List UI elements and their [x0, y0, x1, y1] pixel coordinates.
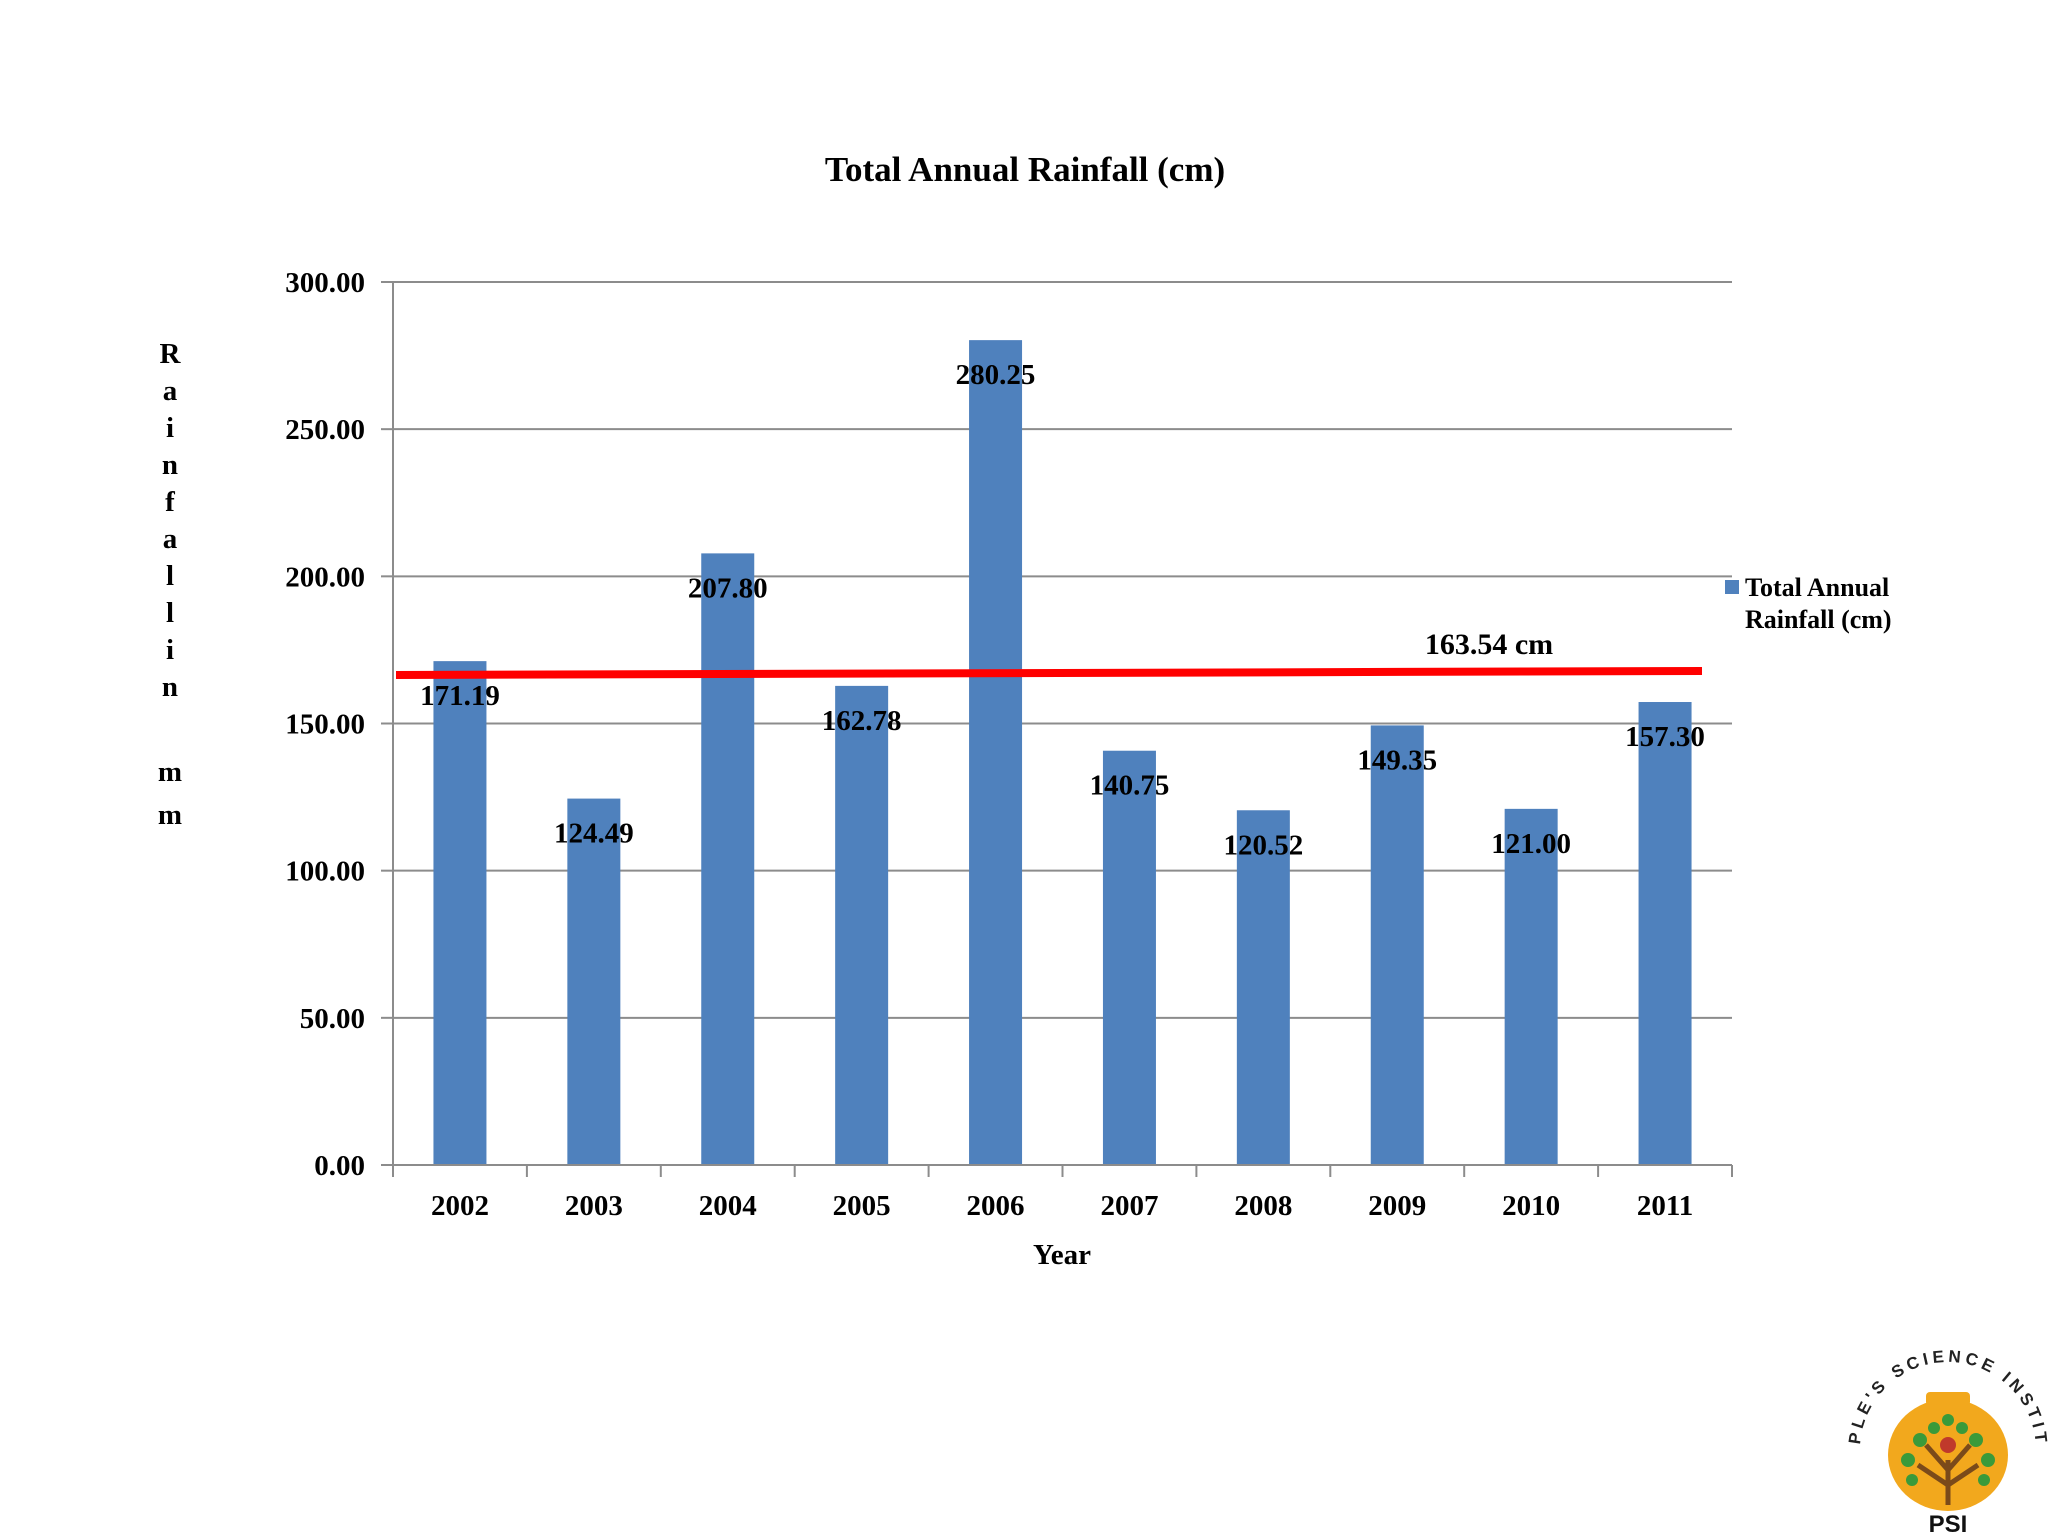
- average-line-group: 163.54 cm: [395, 628, 1703, 679]
- x-tick-label: 2006: [967, 1190, 1025, 1222]
- y-axis-label-char: R: [160, 338, 182, 370]
- svg-text:Total Annual: Total Annual: [1745, 573, 1889, 602]
- data-label: 149.35: [1357, 744, 1437, 776]
- x-tick-labels: 2002 2003 2004 2005 2006 2007 2008 2009 2010 2011: [431, 1190, 1693, 1222]
- bar: [1504, 808, 1558, 1165]
- data-label: 120.52: [1223, 829, 1303, 861]
- y-axis-label-char: f: [165, 486, 175, 518]
- y-tick-label: 0.00: [314, 1150, 365, 1182]
- data-labels: 171.19 124.49 207.80 162.78 280.25 140.75 120.…: [420, 359, 1705, 861]
- y-axis-label-char: a: [163, 375, 178, 407]
- x-tick-label: 2003: [565, 1190, 623, 1222]
- x-axis-label: Year: [1033, 1239, 1091, 1271]
- y-tick-label: 200.00: [285, 561, 365, 593]
- svg-text:Rainfall (cm): Rainfall (cm): [1745, 605, 1892, 634]
- y-tick-label: 300.00: [285, 267, 365, 299]
- x-tick-label: 2011: [1637, 1190, 1693, 1222]
- chart-title: Total Annual Rainfall (cm): [825, 150, 1225, 189]
- y-tick-label: 100.00: [285, 856, 365, 888]
- x-tick-label: 2002: [431, 1190, 489, 1222]
- y-axis-label-char: l: [166, 560, 174, 592]
- x-tick-label: 2005: [833, 1190, 891, 1222]
- data-label: 280.25: [956, 359, 1036, 391]
- x-tick-label: 2008: [1234, 1190, 1292, 1222]
- bar: [969, 340, 1023, 1165]
- data-label: 162.78: [822, 705, 902, 737]
- axes: [392, 282, 1733, 1177]
- data-label: 207.80: [688, 572, 768, 604]
- y-axis-label-char: n: [162, 449, 178, 481]
- x-tick-label: 2010: [1502, 1190, 1560, 1222]
- bar: [433, 661, 487, 1165]
- bar: [701, 553, 755, 1165]
- data-label: 171.19: [420, 680, 500, 712]
- y-tick-label: 150.00: [285, 709, 365, 741]
- data-label: 157.30: [1625, 721, 1705, 753]
- y-axis-label-char: m: [158, 799, 182, 831]
- y-axis-label-char: l: [166, 597, 174, 629]
- legend-label-line-1: Total Annual: [1745, 573, 1889, 602]
- logo-pot: [1888, 1399, 2008, 1511]
- y-tick-labels: 0.00 50.00 100.00 150.00 200.00 250.00 300.00: [285, 267, 365, 1182]
- data-label: 124.49: [554, 818, 634, 850]
- average-line-label: 163.54 cm: [1425, 628, 1553, 661]
- y-axis-label-char: i: [166, 634, 174, 666]
- y-tick-label: 250.00: [285, 414, 365, 446]
- data-label: 121.00: [1491, 828, 1571, 860]
- bars: [433, 340, 1692, 1165]
- x-tick-label: 2004: [699, 1190, 757, 1222]
- bar: [567, 798, 621, 1165]
- y-axis-label-char: a: [163, 523, 178, 555]
- y-axis-label-char: i: [166, 412, 174, 444]
- legend-label-line-2: Rainfall (cm): [1745, 605, 1892, 634]
- x-tick-label: 2007: [1100, 1190, 1158, 1222]
- logo-abbrev: PSI: [1929, 1511, 1968, 1536]
- y-axis-label-char: n: [162, 671, 178, 703]
- bar: [1370, 725, 1424, 1165]
- bar: [1102, 750, 1156, 1165]
- x-tick-label: 2009: [1368, 1190, 1426, 1222]
- bar: [835, 685, 889, 1165]
- legend: Total Annual Rainfall (cm): [1725, 573, 1892, 634]
- psi-logo: PEOPLE'S SCIENCE INSTITUTE PSI: [1845, 1347, 2047, 1536]
- average-line: [395, 667, 1703, 679]
- bar: [1236, 810, 1290, 1165]
- legend-swatch: [1725, 580, 1739, 594]
- y-axis-label-char: m: [158, 756, 182, 788]
- bar: [1638, 702, 1692, 1165]
- y-tick-label: 50.00: [300, 1003, 365, 1035]
- data-label: 140.75: [1090, 770, 1170, 802]
